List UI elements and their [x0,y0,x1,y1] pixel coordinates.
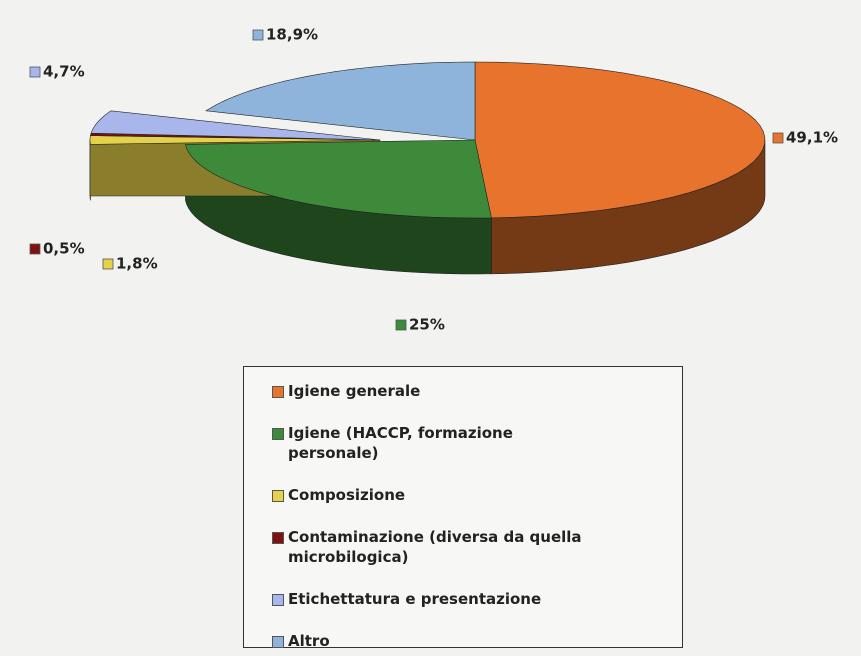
legend-swatch [272,532,284,544]
legend-item: Altro [272,631,592,651]
legend-label: Altro [288,632,330,650]
label-swatch [772,132,784,144]
legend-item: Composizione [272,485,592,505]
legend-swatch [272,636,284,648]
chart: 49,1% 25% 1,8% 0,5% 4,7% 18,9% [29,26,838,334]
label-swatch [29,243,41,255]
legend-swatch [272,490,284,502]
value-label: 25% [409,316,445,334]
legend-item: Igiene (HACCP, formazione personale) [272,423,592,463]
slice [474,61,766,219]
slice [90,110,381,141]
legend-label: Igiene generale [288,382,421,400]
label-swatch [395,319,407,331]
slice [205,61,476,141]
value-label: 4,7% [43,63,85,81]
value-label: 1,8% [116,255,158,273]
legend-label: Etichettatura e presentazione [288,590,542,608]
legend-swatch [272,594,284,606]
slice [185,139,492,219]
value-label: 18,9% [266,26,318,44]
slice [89,135,381,145]
legend-label: Contaminazione (diversa da quella microb… [288,528,582,566]
value-label: 0,5% [43,240,85,258]
legend: Igiene generale Igiene (HACCP, formazione… [243,366,683,651]
legend-label: Igiene (HACCP, formazione personale) [288,424,513,462]
value-label: 49,1% [786,129,838,147]
legend-item: Igiene generale [272,381,592,401]
legend-item: Etichettatura e presentazione [272,589,592,609]
legend-swatch [272,386,284,398]
label-swatch [252,29,264,41]
legend-item: Contaminazione (diversa da quella microb… [272,527,592,567]
label-swatch [102,258,114,270]
legend-label: Composizione [288,486,406,504]
label-swatch [29,66,41,78]
legend-swatch [272,428,284,440]
